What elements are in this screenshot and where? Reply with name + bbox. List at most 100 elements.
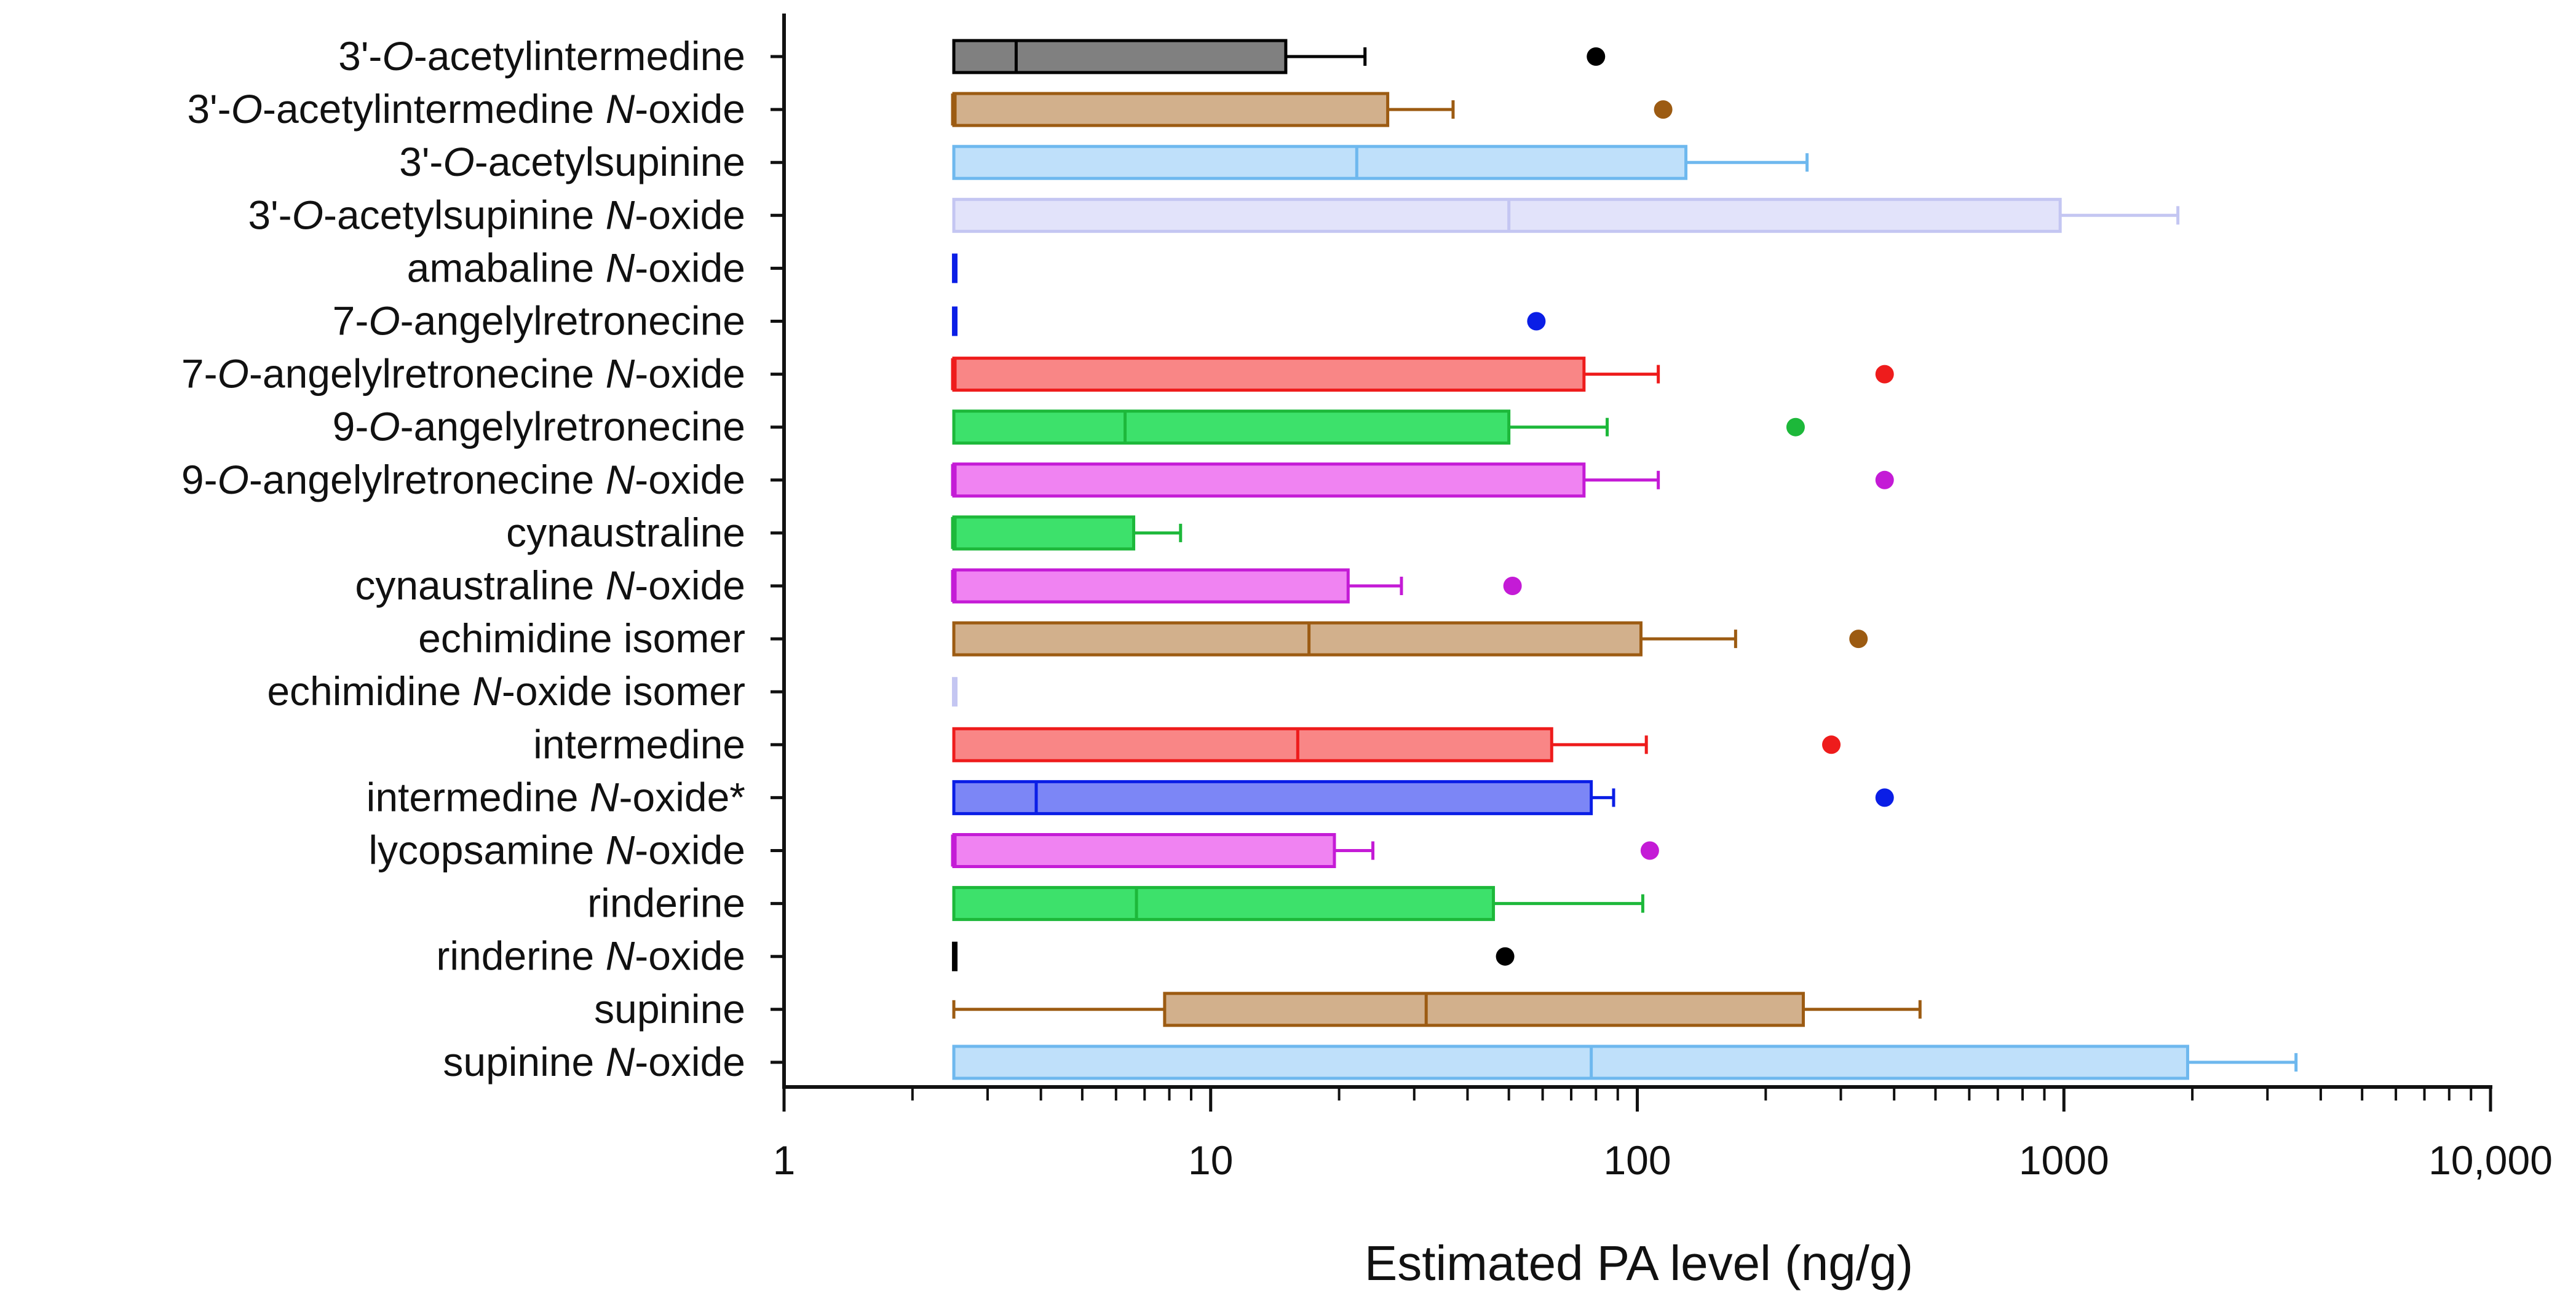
category-label: amabaline N-oxide xyxy=(407,245,745,290)
series-row: 7-O-angelylretronecine N-oxide xyxy=(181,351,1894,397)
box xyxy=(952,621,1643,657)
category-label: 3'-O-acetylintermedine N-oxide xyxy=(187,86,745,132)
category-label-part: lycopsamine xyxy=(368,828,605,873)
category-label-part: intermedine xyxy=(533,721,745,767)
series-row: 9-O-angelylretronecine xyxy=(333,404,1805,449)
category-label: 3'-O-acetylsupinine N-oxide xyxy=(248,192,745,237)
category-label-part: O xyxy=(443,139,474,184)
x-axis-title: Estimated PA level (ng/g) xyxy=(1365,1236,1913,1290)
series-row: 7-O-angelylretronecine xyxy=(333,298,1546,344)
category-label: 9-O-angelylretronecine xyxy=(333,404,745,449)
outlier-point xyxy=(1786,417,1805,437)
box xyxy=(1163,992,1805,1027)
x-tick-label: 1000 xyxy=(2019,1137,2109,1183)
category-label: intermedine N-oxide* xyxy=(367,774,745,820)
category-label-part: 9- xyxy=(333,404,369,449)
category-label-part: N xyxy=(606,1039,635,1085)
category-label-part: -oxide xyxy=(635,86,745,132)
category-label-part: 3'- xyxy=(338,33,382,79)
outlier-point xyxy=(1875,470,1894,489)
box xyxy=(952,1045,2189,1080)
category-label-part: -oxide xyxy=(635,351,745,397)
category-label-part: supinine xyxy=(594,986,745,1032)
category-label-part: 3'- xyxy=(399,139,443,184)
category-label-part: N xyxy=(590,774,619,820)
x-tick-label: 1 xyxy=(773,1137,796,1183)
box xyxy=(952,462,1586,498)
box-flat xyxy=(952,253,958,283)
category-label-part: N xyxy=(606,563,635,608)
category-label-part: N xyxy=(606,351,635,397)
box xyxy=(952,833,1336,868)
category-label: intermedine xyxy=(533,721,745,767)
series-row: echimidine N-oxide isomer xyxy=(267,668,958,714)
category-label-part: amabaline xyxy=(407,245,606,290)
category-label-part: cynaustraline xyxy=(355,563,605,608)
category-label-part: O xyxy=(218,351,249,397)
series-row: cynaustraline N-oxide xyxy=(355,563,1522,608)
category-label: echimidine N-oxide isomer xyxy=(267,668,745,714)
series-row: 3'-O-acetylsupinine xyxy=(399,139,1809,184)
category-label: 9-O-angelylretronecine N-oxide xyxy=(181,457,745,502)
category-label-part: O xyxy=(218,457,249,502)
series-row: intermedine N-oxide* xyxy=(367,774,1894,820)
box xyxy=(952,886,1496,922)
category-label: 7-O-angelylretronecine xyxy=(333,298,745,344)
x-tick-label: 100 xyxy=(1603,1137,1671,1183)
series-row: echimidine isomer xyxy=(418,615,1868,661)
category-label-part: -angelylretronecine xyxy=(400,404,745,449)
box xyxy=(952,197,2062,233)
category-label-part: O xyxy=(231,86,263,132)
series-row: 3'-O-acetylsupinine N-oxide xyxy=(248,192,2180,237)
category-label-part: echimidine isomer xyxy=(418,615,745,661)
category-label-part: N xyxy=(606,933,635,979)
category-label-part: -oxide xyxy=(635,933,745,979)
category-label-part: 3'- xyxy=(248,192,291,237)
box-flat xyxy=(952,941,958,971)
category-label: 3'-O-acetylsupinine xyxy=(399,139,745,184)
category-label-part: 7- xyxy=(181,351,218,397)
x-tick-label: 10,000 xyxy=(2428,1137,2553,1183)
category-label-part: -oxide xyxy=(635,563,745,608)
category-label: 3'-O-acetylintermedine xyxy=(338,33,745,79)
category-label: 7-O-angelylretronecine N-oxide xyxy=(181,351,745,397)
category-label-part: intermedine xyxy=(367,774,590,820)
category-label-part: N xyxy=(606,245,635,290)
box xyxy=(952,409,1511,445)
category-label: cynaustraline N-oxide xyxy=(355,563,745,608)
category-label-part: -angelylretronecine xyxy=(400,298,745,344)
series-row: amabaline N-oxide xyxy=(407,245,958,290)
category-label-part: -oxide xyxy=(635,1039,745,1085)
category-label: lycopsamine N-oxide xyxy=(368,828,745,873)
category-label-part: -oxide xyxy=(635,192,745,237)
box xyxy=(952,92,1390,127)
box-flat xyxy=(952,677,958,707)
category-label-part: N xyxy=(606,192,635,237)
box xyxy=(952,727,1553,762)
category-label-part: -oxide xyxy=(635,245,745,290)
category-label-part: echimidine xyxy=(267,668,472,714)
series-row: rinderine N-oxide xyxy=(436,933,1515,979)
category-label-part: -oxide xyxy=(635,828,745,873)
box xyxy=(952,357,1586,392)
chart-rows: 3'-O-acetylintermedine 3'-O-acetylinterme… xyxy=(181,33,2298,1085)
category-label: echimidine isomer xyxy=(418,615,745,661)
box xyxy=(952,568,1350,604)
category-label-part: -oxide xyxy=(635,457,745,502)
category-label-part: supinine xyxy=(443,1039,605,1085)
outlier-point xyxy=(1640,841,1659,860)
series-row: supinine N-oxide xyxy=(443,1039,2298,1085)
box xyxy=(952,39,1288,74)
category-label: supinine N-oxide xyxy=(443,1039,745,1085)
category-label-part: O xyxy=(382,33,413,79)
category-label-part: O xyxy=(292,192,323,237)
category-label-part: -angelylretronecine xyxy=(249,457,606,502)
category-label-part: O xyxy=(368,298,400,344)
series-row: 3'-O-acetylintermedine xyxy=(338,33,1606,79)
category-label: supinine xyxy=(594,986,745,1032)
series-row: 3'-O-acetylintermedine N-oxide xyxy=(187,86,1673,132)
category-label-part: N xyxy=(606,828,635,873)
category-label-part: -acetylsupinine xyxy=(323,192,606,237)
chart-axes: 1 10 100 1000 10,000 xyxy=(773,14,2553,1183)
